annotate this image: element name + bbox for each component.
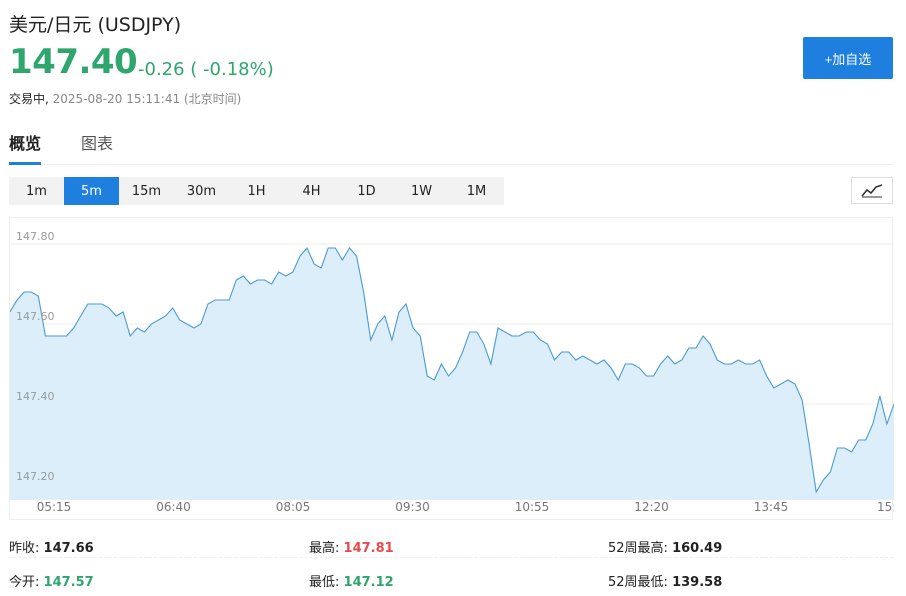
stat-52w-high: 52周最高: 160.49 [608, 537, 722, 556]
stat-low: 最低: 147.12 [309, 571, 394, 590]
line-chart-icon [861, 183, 883, 197]
stat-open: 今开: 147.57 [9, 571, 94, 590]
tab-chart[interactable]: 图表 [81, 134, 114, 153]
y-tick-label: 147.20 [16, 470, 55, 483]
y-tick-label: 147.80 [16, 230, 55, 243]
chart-type-toggle[interactable] [851, 177, 893, 204]
stat-52w-low-value: 139.58 [672, 575, 723, 590]
stat-high: 最高: 147.81 [309, 537, 394, 556]
stat-high-value: 147.81 [343, 541, 394, 556]
x-tick-label: 09:30 [395, 500, 430, 514]
x-tick-label: 15:1 [877, 500, 894, 514]
period-1w[interactable]: 1W [410, 183, 433, 199]
stats-divider [9, 557, 893, 558]
trading-state: 交易中, [9, 92, 49, 106]
x-tick-label: 10:55 [515, 500, 550, 514]
y-tick-label: 147.40 [16, 390, 55, 403]
x-tick-label: 06:40 [156, 500, 191, 514]
stat-open-value: 147.57 [43, 575, 94, 590]
stat-low-label: 最低: [309, 575, 340, 590]
view-tabs: 概览 图表 [9, 130, 893, 165]
price-chart-svg: 147.80 147.60 147.40 147.20 05:15 06:40 08:05 0… [10, 230, 894, 514]
stat-52w-high-value: 160.49 [672, 541, 723, 556]
current-price: 147.40 [9, 42, 138, 82]
period-1m[interactable]: 1m [26, 183, 47, 199]
add-watchlist-button[interactable]: +加自选 [803, 37, 893, 79]
x-tick-label: 12:20 [634, 500, 669, 514]
period-selector: 1m 5m 15m 30m 1H 4H 1D 1W 1M [9, 177, 504, 205]
instrument-title: 美元/日元 (USDJPY) [9, 14, 182, 36]
period-5m[interactable]: 5m [64, 177, 119, 205]
trading-time: 2025-08-20 15:11:41 (北京时间) [52, 92, 242, 106]
period-1d[interactable]: 1D [357, 183, 376, 199]
price-change: -0.26 ( -0.18%) [138, 59, 274, 80]
price-chart[interactable]: 147.80 147.60 147.40 147.20 05:15 06:40 08:05 0… [9, 217, 894, 520]
stat-prev-close-value: 147.66 [43, 541, 94, 556]
period-15m[interactable]: 15m [131, 183, 162, 199]
stat-52w-low: 52周最低: 139.58 [608, 571, 722, 590]
y-tick-label: 147.60 [16, 310, 55, 323]
x-tick-label: 05:15 [37, 500, 72, 514]
stat-high-label: 最高: [309, 541, 340, 556]
stat-52w-low-label: 52周最低: [608, 575, 668, 590]
price-area-fill [10, 248, 894, 500]
x-tick-label: 13:45 [754, 500, 789, 514]
stats-panel: 昨收: 147.66 最高: 147.81 52周最高: 160.49 今开: … [9, 526, 893, 592]
period-1h[interactable]: 1H [247, 183, 266, 199]
period-1mo[interactable]: 1M [466, 183, 487, 199]
stat-open-label: 今开: [9, 575, 40, 590]
trading-status: 交易中, 2025-08-20 15:11:41 (北京时间) [9, 90, 241, 107]
tab-overview[interactable]: 概览 [9, 130, 42, 165]
period-4h[interactable]: 4H [302, 183, 321, 199]
x-tick-label: 08:05 [276, 500, 311, 514]
stat-prev-close-label: 昨收: [9, 541, 40, 556]
stat-52w-high-label: 52周最高: [608, 541, 668, 556]
stat-prev-close: 昨收: 147.66 [9, 537, 94, 556]
stat-low-value: 147.12 [343, 575, 394, 590]
period-30m[interactable]: 30m [186, 183, 217, 199]
price-line [10, 246, 894, 494]
